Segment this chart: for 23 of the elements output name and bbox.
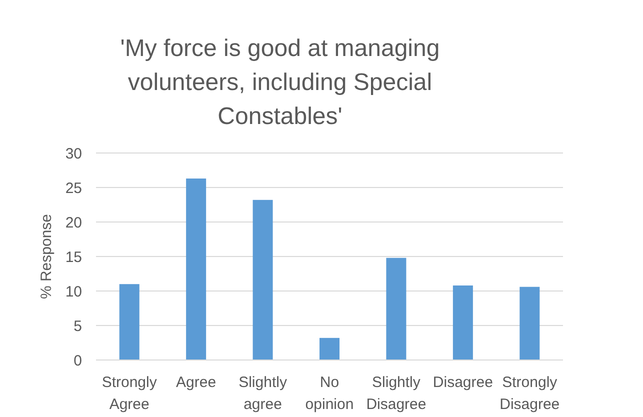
- bar: [119, 284, 140, 360]
- y-tick-label: 5: [74, 318, 82, 335]
- x-tick-label: Disagree: [432, 374, 493, 391]
- bar: [252, 200, 273, 360]
- y-tick-label: 10: [65, 283, 82, 300]
- chart-title: 'My force is good at managing volunteers, including Special Constables': [120, 35, 440, 130]
- x-tick-label: Agree: [176, 374, 216, 391]
- y-tick-label: 15: [65, 248, 82, 266]
- x-tick-label: Slightly Disagree: [366, 374, 426, 413]
- bar: [452, 285, 473, 360]
- bar: [319, 338, 340, 360]
- y-tick-label: 30: [65, 145, 82, 162]
- y-tick-label: 0: [74, 352, 82, 370]
- x-tick-label: Slightly agree: [238, 374, 288, 413]
- y-tick-label: 20: [65, 214, 82, 232]
- x-tick-label: Strongly Disagree: [500, 374, 560, 413]
- x-tick-label: Strongly Agree: [102, 374, 158, 413]
- x-tick-label: No opinion: [305, 374, 354, 413]
- y-tick-label: 25: [65, 180, 82, 197]
- bar: [386, 258, 406, 360]
- y-axis-title: % Response: [38, 214, 55, 300]
- bar: [186, 178, 206, 360]
- bar: [520, 286, 540, 360]
